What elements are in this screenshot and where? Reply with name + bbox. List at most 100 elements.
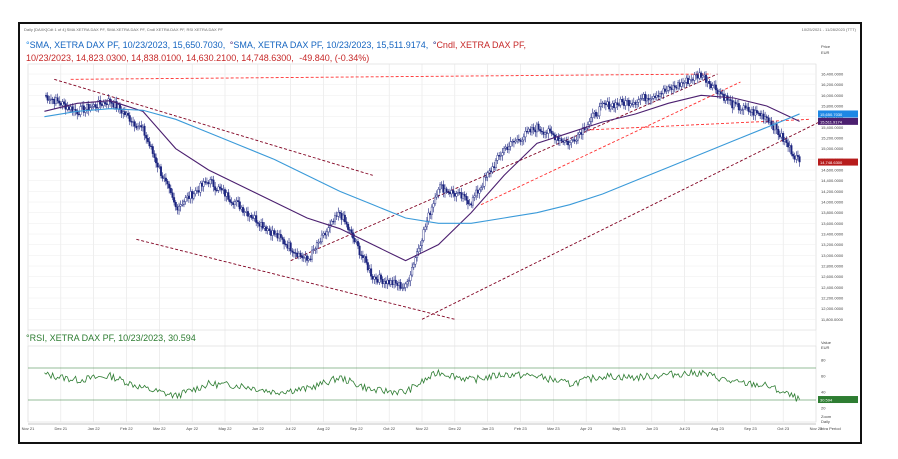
candle-body xyxy=(572,139,575,141)
candle-body xyxy=(777,129,780,135)
candle-body xyxy=(563,140,566,143)
candle-body xyxy=(636,102,639,105)
candle-body xyxy=(123,111,126,115)
rsi-axis-title: Value xyxy=(821,340,832,345)
axes: Nov 21 Dec 21 Jan 22 Feb 22 Mar 22 Apr 22 May … xyxy=(22,44,858,431)
candle-body xyxy=(529,128,532,133)
rsi-axis-footer2: Daily xyxy=(821,419,830,424)
candle-body xyxy=(488,170,491,174)
candle-body xyxy=(317,242,320,244)
candle-body xyxy=(670,87,673,90)
candle-body xyxy=(581,127,584,135)
candle-body xyxy=(417,248,420,252)
candle-body xyxy=(243,211,246,213)
candle-body xyxy=(530,127,533,133)
candle-body xyxy=(182,201,185,205)
candle-body xyxy=(578,132,581,135)
candle-body xyxy=(150,145,153,147)
candle-body xyxy=(463,193,466,197)
price-tick-label: 15,200.0000 xyxy=(821,136,844,141)
candle-body xyxy=(744,105,747,109)
candle-body xyxy=(778,134,781,138)
candle-body xyxy=(481,186,484,188)
candle-body xyxy=(458,192,461,194)
candle-body xyxy=(169,188,172,193)
candle-body xyxy=(491,166,494,173)
candle-body xyxy=(421,240,424,246)
month-tick-label: Nov 22 xyxy=(416,426,429,431)
candle-body xyxy=(414,257,417,265)
candle-body xyxy=(742,105,745,110)
candle-body xyxy=(765,116,768,118)
candle-body xyxy=(288,242,291,249)
candle-body xyxy=(470,203,473,206)
candle-body xyxy=(640,98,643,100)
candle-body xyxy=(698,72,701,79)
candle-body xyxy=(604,103,607,106)
tag-sma2-bg xyxy=(818,117,858,125)
candle-body xyxy=(439,184,442,190)
month-tick-label: Aug 22 xyxy=(317,426,330,431)
candle-body xyxy=(330,220,333,225)
candle-body xyxy=(540,130,543,133)
candle-body xyxy=(404,283,407,288)
candle-body xyxy=(95,107,98,109)
candle-body xyxy=(736,103,739,105)
tag-sma1: 15,650.7030 xyxy=(820,112,843,117)
candle-body xyxy=(324,233,327,236)
candle-body xyxy=(107,98,110,105)
rsi-tick-label: 80 xyxy=(821,358,826,363)
candle-body xyxy=(798,156,801,163)
candle-body xyxy=(292,252,295,254)
candle-body xyxy=(261,222,264,229)
candle-body xyxy=(567,140,570,146)
candle-body xyxy=(296,252,299,257)
candle-body xyxy=(342,214,345,220)
candle-body xyxy=(255,215,258,223)
candle-body xyxy=(526,130,529,133)
candle-body xyxy=(411,266,414,276)
candle-body xyxy=(453,193,456,197)
candle-body xyxy=(682,82,685,84)
candle-body xyxy=(159,166,162,176)
candle-body xyxy=(705,74,708,83)
price-tick-label: 16,400.0000 xyxy=(821,72,844,77)
candle-body xyxy=(370,268,373,277)
candle-body xyxy=(356,241,359,247)
candle-body xyxy=(619,99,622,106)
price-tick-label: 13,400.0000 xyxy=(821,232,844,237)
candle-body xyxy=(460,192,463,199)
candle-body xyxy=(396,283,399,286)
candle-body xyxy=(181,204,184,206)
candle-body xyxy=(118,104,121,110)
candle-body xyxy=(754,110,757,116)
candle-body xyxy=(655,94,658,98)
candle-body xyxy=(54,97,57,104)
price-tick-label: 12,200.0000 xyxy=(821,296,844,301)
candle-body xyxy=(212,179,215,187)
candle-body xyxy=(46,95,49,101)
candle-body xyxy=(343,214,346,222)
candle-body xyxy=(741,109,744,111)
candle-body xyxy=(279,234,282,238)
candle-body xyxy=(534,129,537,133)
candle-body xyxy=(71,106,74,113)
candle-body xyxy=(171,192,174,198)
candle-body xyxy=(319,241,322,243)
uptrend-channel-upper xyxy=(290,73,718,262)
topline-left: Daily [DAXK]Cdt 1 of 4] SMA XETRA DAX PF… xyxy=(24,27,224,32)
candle-body xyxy=(613,103,616,109)
candle-body xyxy=(173,197,176,203)
candle-body xyxy=(760,113,763,117)
month-tick-label: Dec 22 xyxy=(448,426,461,431)
month-tick-label: May 22 xyxy=(218,426,232,431)
candle-body xyxy=(258,223,261,227)
candle-body xyxy=(478,189,481,194)
tag-close-bg xyxy=(818,158,858,166)
candle-body xyxy=(327,227,330,233)
candle-body xyxy=(568,142,571,146)
month-tick-label: Aug 23 xyxy=(711,426,724,431)
candle-body xyxy=(250,215,253,218)
candle-body xyxy=(422,229,425,241)
candle-body xyxy=(353,238,356,243)
